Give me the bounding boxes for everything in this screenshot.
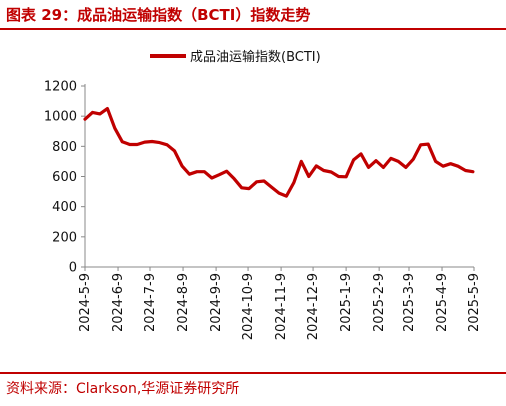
x-tick-label: 2024-6-9: [111, 273, 126, 332]
figure-title: 图表 29：成品油运输指数（BCTI）指数走势: [6, 6, 311, 24]
x-tick-label: 2024-10-9: [241, 273, 256, 340]
x-axis-ticks: 2024-5-9 2024-6-9 2024-7-9 2024-8-9 2024-9-9…: [78, 267, 482, 340]
y-tick-label: 1200: [44, 80, 77, 95]
y-tick-label: 200: [52, 230, 77, 245]
legend-label-bcti: 成品油运输指数(BCTI): [190, 49, 321, 65]
series-line-bcti: [83, 107, 475, 198]
y-tick-label: 800: [52, 140, 77, 155]
y-axis-ticks: 0 200 400 600 800 1000 1200: [44, 80, 85, 276]
y-tick-label: 0: [69, 261, 77, 276]
x-tick-label: 2024-9-9: [209, 273, 224, 332]
x-tick-label: 2025-1-9: [339, 273, 354, 332]
chart-axes: [84, 84, 474, 268]
x-tick-label: 2025-5-9: [467, 273, 482, 332]
x-tick-label: 2025-2-9: [372, 273, 387, 332]
x-tick-label: 2024-5-9: [78, 273, 93, 332]
y-tick-label: 600: [52, 170, 77, 185]
x-tick-label: 2025-3-9: [402, 273, 417, 332]
footer-rule: [0, 372, 506, 374]
y-tick-label: 1000: [44, 110, 77, 125]
x-tick-label: 2024-7-9: [143, 273, 158, 332]
x-tick-label: 2024-11-9: [274, 273, 289, 340]
source-note: 资料来源：Clarkson,华源证券研究所: [6, 381, 240, 397]
title-rule: [0, 28, 506, 30]
x-tick-label: 2024-8-9: [176, 273, 191, 332]
chart-legend: 成品油运输指数(BCTI): [150, 49, 321, 65]
x-tick-label: 2025-4-9: [435, 273, 450, 332]
y-tick-label: 400: [52, 200, 77, 215]
x-tick-label: 2024-12-9: [306, 273, 321, 340]
